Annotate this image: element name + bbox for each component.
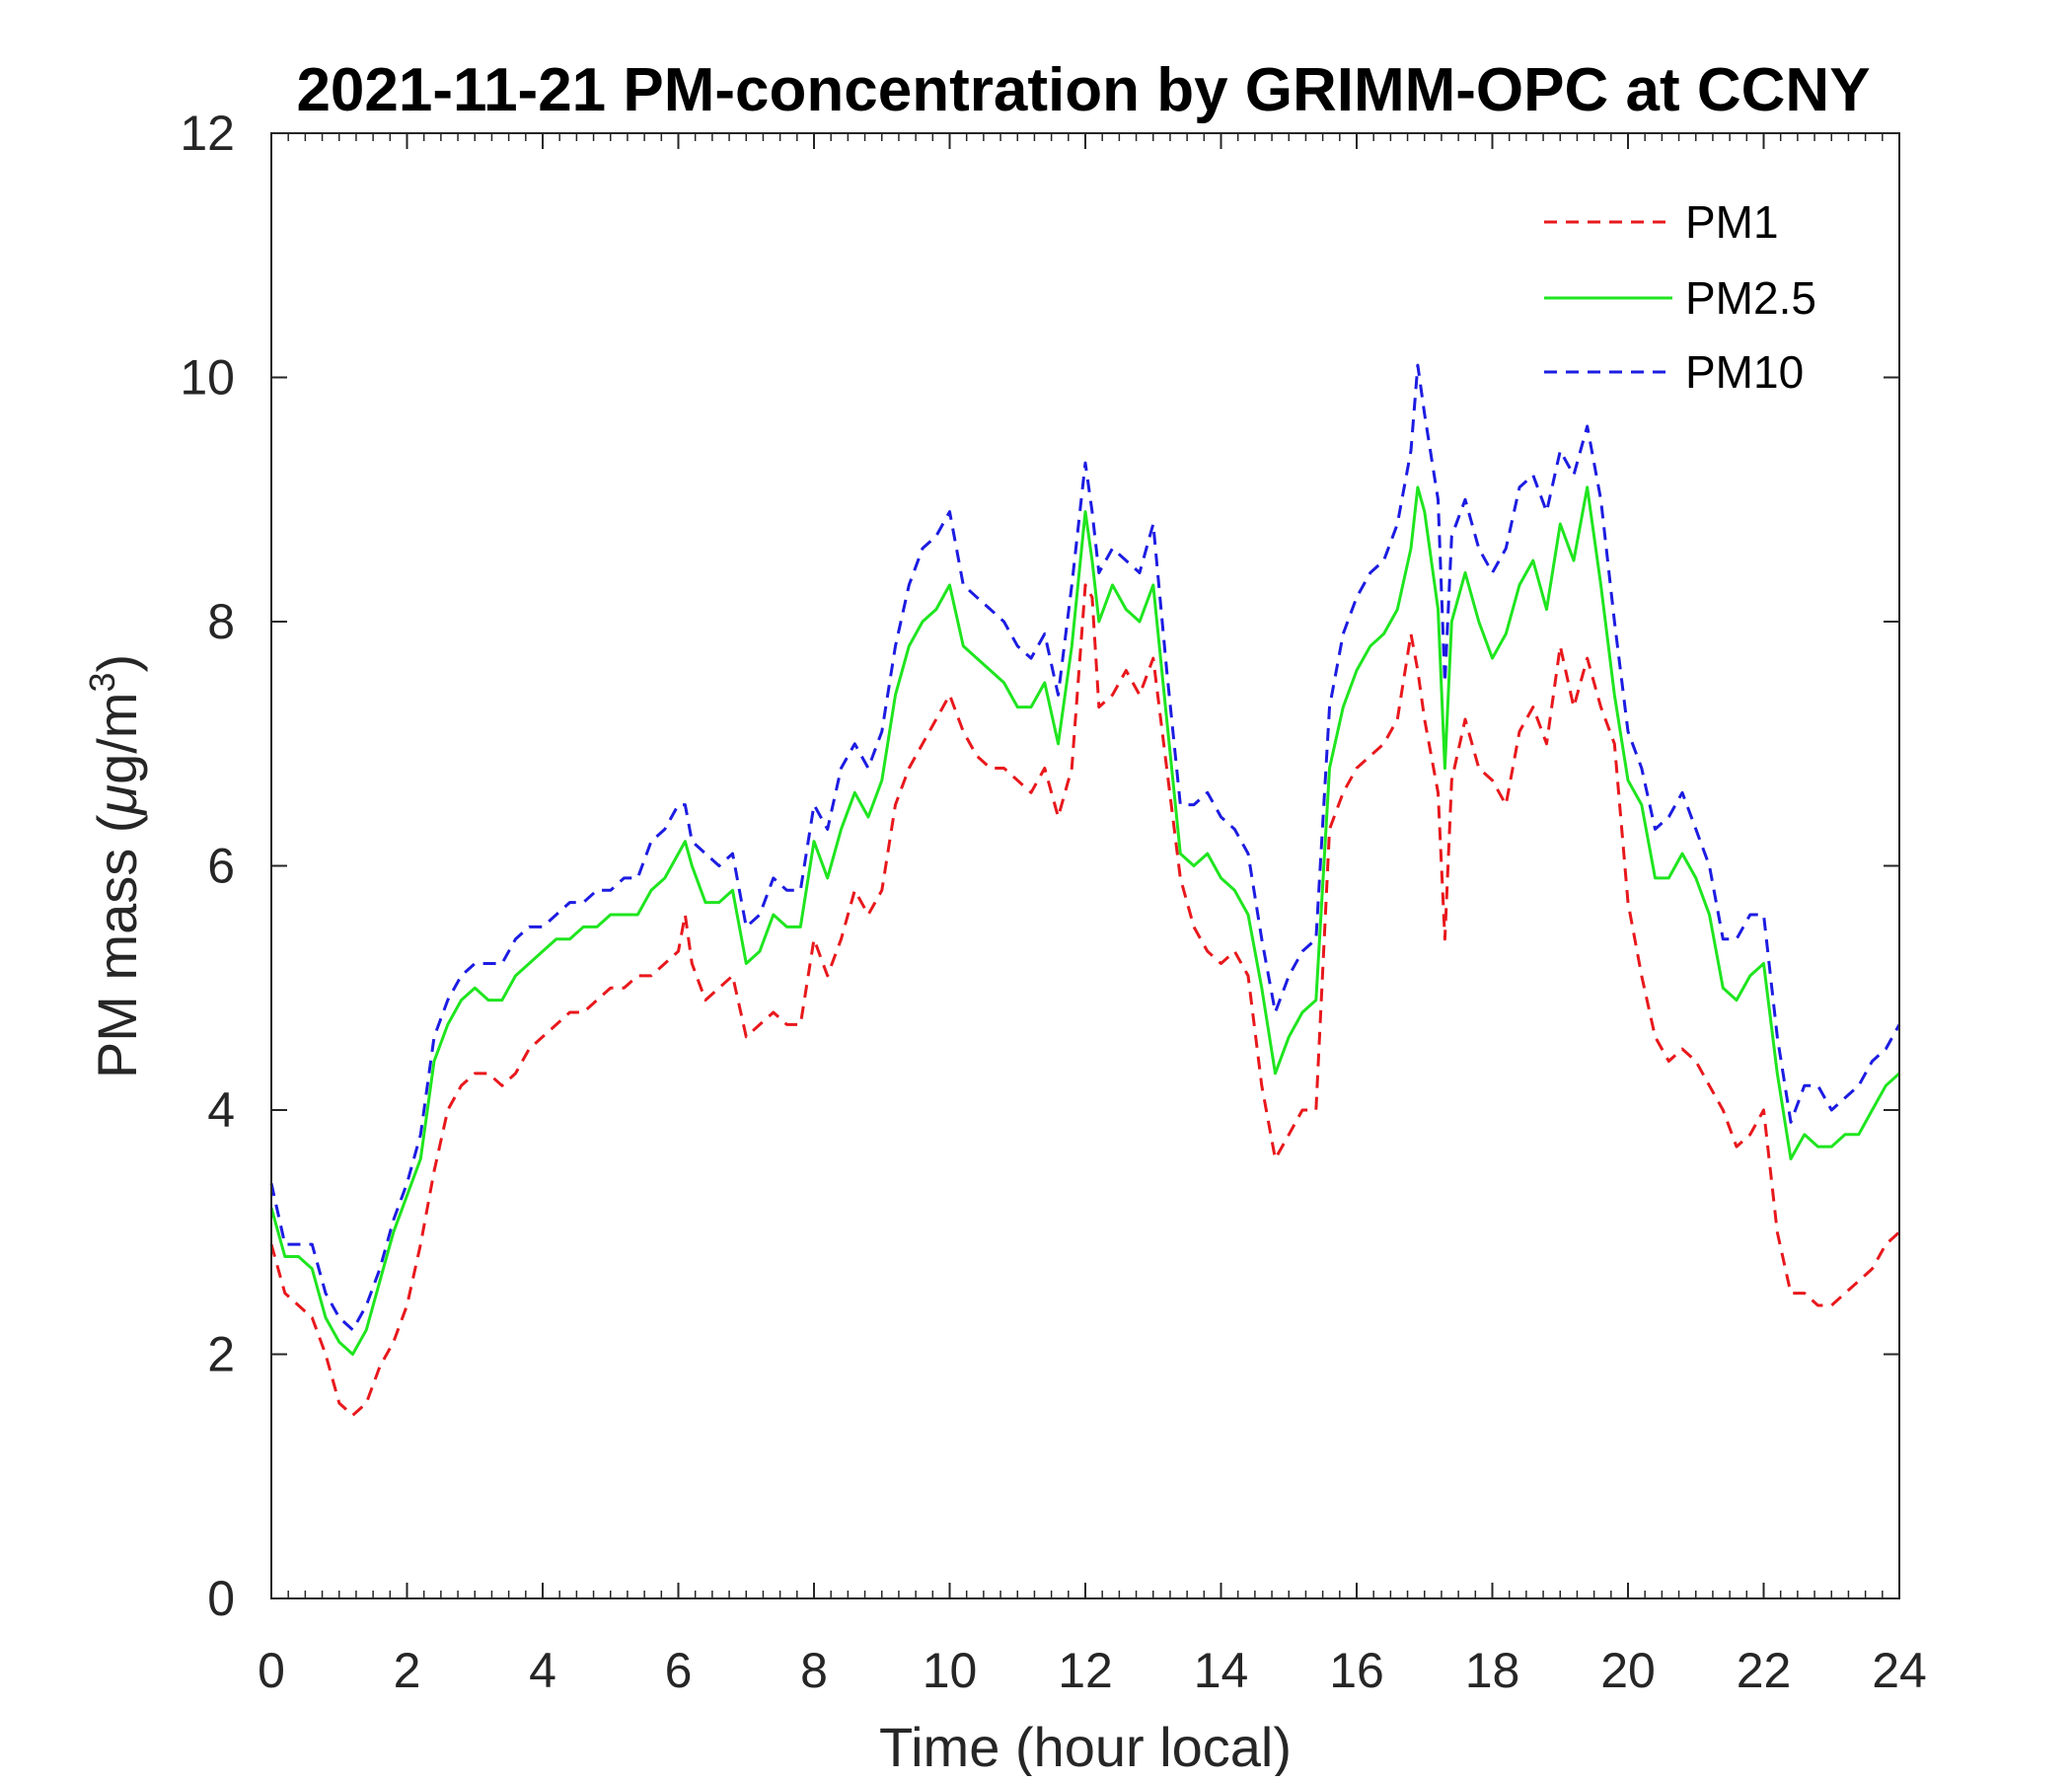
series-line-pm2-5 <box>269 485 1901 1356</box>
plot-frame <box>270 132 1900 1599</box>
y-tick-label: 12 <box>180 106 235 161</box>
legend-label-pm10: PM10 <box>1685 346 1804 398</box>
series-line-pm1 <box>269 583 1901 1417</box>
x-tick-label: 22 <box>1737 1643 1792 1698</box>
y-axis-label: PM mass (μg/m3) <box>82 654 148 1078</box>
y-tick-label: 0 <box>207 1571 235 1626</box>
y-axis-label-unit: g/m <box>86 693 148 784</box>
x-tick-label: 2 <box>394 1643 421 1698</box>
y-tick-label: 6 <box>207 839 235 894</box>
x-tick-label: 8 <box>800 1643 828 1698</box>
series-line-pm10 <box>269 363 1901 1332</box>
x-tick-label: 0 <box>258 1643 285 1698</box>
x-tick-label: 10 <box>923 1643 978 1698</box>
y-axis-label-superscript: 3 <box>82 673 122 693</box>
chart-title: 2021-11-21 PM-concentration by GRIMM-OPC… <box>296 56 1870 124</box>
x-tick-label: 14 <box>1194 1643 1249 1698</box>
x-tick-label: 12 <box>1058 1643 1113 1698</box>
minor-ticks <box>270 133 1900 1598</box>
y-tick-label: 2 <box>207 1327 235 1382</box>
legend-label-pm2-5: PM2.5 <box>1685 272 1816 324</box>
y-axis-label-mu: μ <box>86 784 148 817</box>
x-tick-label: 6 <box>665 1643 693 1698</box>
legend: PM1 PM2.5 PM10 <box>1544 196 1816 398</box>
series-layer <box>269 363 1901 1417</box>
y-tick-label: 8 <box>207 594 235 649</box>
y-axis-label-main: PM mass ( <box>86 814 148 1078</box>
y-tick-label: 10 <box>180 350 235 406</box>
major-ticks <box>270 132 1900 1599</box>
x-tick-label: 18 <box>1465 1643 1520 1698</box>
y-tick-label: 4 <box>207 1082 235 1138</box>
x-tick-label: 24 <box>1872 1643 1927 1698</box>
x-axis-label: Time (hour local) <box>879 1716 1292 1776</box>
y-axis-label-close: ) <box>86 654 148 673</box>
x-tick-label: 20 <box>1600 1643 1656 1698</box>
x-tick-label: 16 <box>1329 1643 1384 1698</box>
x-tick-label: 4 <box>529 1643 556 1698</box>
legend-label-pm1: PM1 <box>1685 196 1779 248</box>
x-tick-labels: 0 2 4 6 8 10 12 14 16 18 20 22 24 <box>258 1643 1927 1698</box>
y-tick-labels: 0 2 4 6 8 10 12 <box>180 106 235 1626</box>
